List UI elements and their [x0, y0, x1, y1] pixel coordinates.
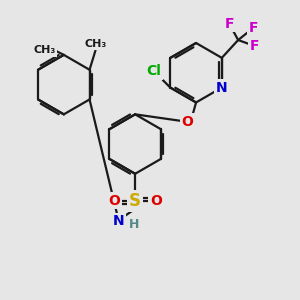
- Text: N: N: [216, 81, 228, 94]
- Text: F: F: [248, 21, 258, 35]
- Text: O: O: [181, 115, 193, 129]
- Text: O: O: [108, 194, 120, 208]
- Text: CH₃: CH₃: [33, 45, 56, 56]
- Text: F: F: [224, 17, 234, 31]
- Text: N: N: [113, 214, 124, 228]
- Text: O: O: [150, 194, 162, 208]
- Text: CH₃: CH₃: [84, 39, 106, 49]
- Text: H: H: [128, 218, 139, 231]
- Text: F: F: [250, 39, 259, 53]
- Text: Cl: Cl: [146, 64, 161, 78]
- Text: S: S: [129, 191, 141, 209]
